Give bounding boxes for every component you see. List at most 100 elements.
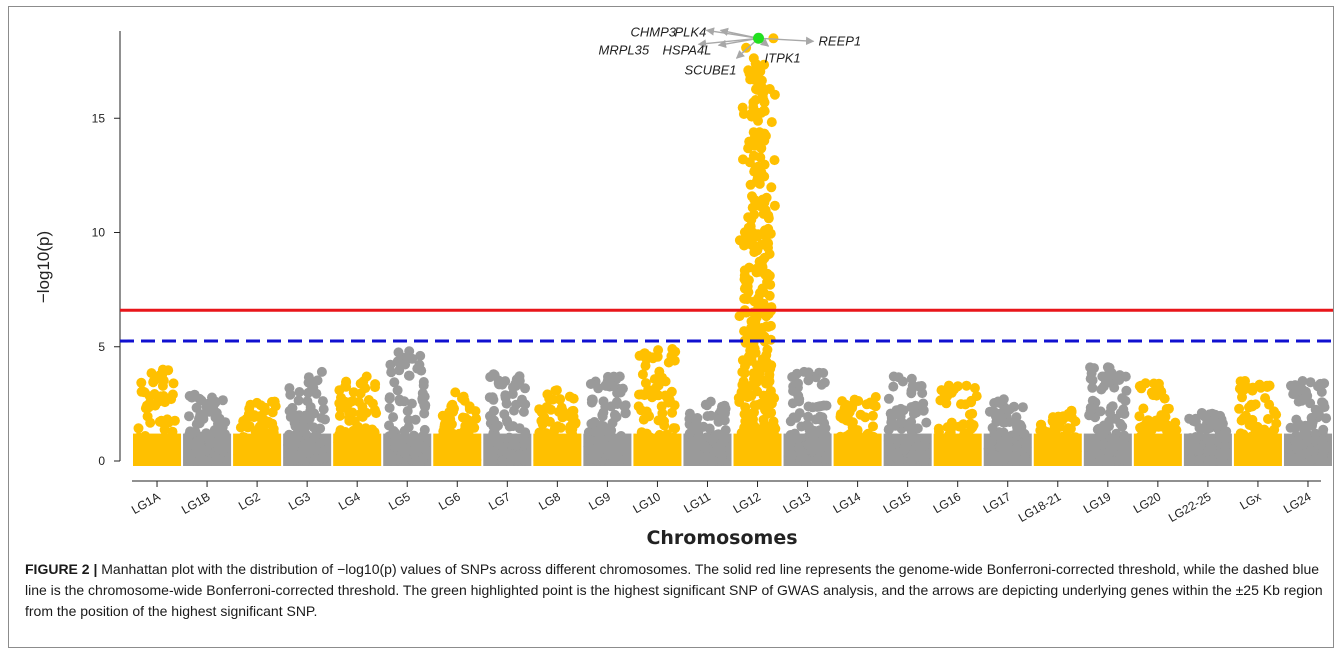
- chromosome-LG19: [1083, 362, 1132, 466]
- snp-point: [136, 386, 147, 397]
- snp-point: [287, 435, 298, 446]
- snp-point: [571, 455, 581, 466]
- snp-point: [686, 455, 697, 466]
- snp-point: [684, 444, 695, 455]
- snp-point: [403, 370, 414, 381]
- manhattan-plot: LG1A LG1B LG2 LG3 LG4 LG5 LG6 LG7 LG8 LG9 LG10 LG11…: [34, 24, 1333, 547]
- snp-point: [890, 409, 901, 420]
- chromosome-LG24: [1283, 376, 1332, 466]
- snp-point: [737, 102, 748, 113]
- snp-point: [142, 411, 153, 422]
- snp-point: [946, 417, 957, 428]
- snp-point: [246, 447, 257, 458]
- snp-point: [870, 401, 881, 412]
- snp-point: [597, 411, 608, 422]
- snp-point: [203, 456, 214, 466]
- snp-point: [1138, 403, 1149, 414]
- snp-point: [668, 446, 679, 457]
- snp-point: [1293, 396, 1304, 407]
- snp-point: [803, 367, 814, 378]
- snp-point: [136, 377, 147, 388]
- snp-point: [1036, 455, 1047, 466]
- chromosome-LG22-25: [1183, 408, 1232, 466]
- snp-point: [517, 394, 527, 405]
- snp-point: [1271, 455, 1282, 466]
- figure-caption: FIGURE 2 | Manhattan plot with the distr…: [25, 559, 1335, 622]
- snp-point: [769, 155, 780, 166]
- chromosome-LG16: [933, 380, 982, 466]
- snp-point: [1305, 455, 1315, 466]
- snp-point: [971, 391, 982, 402]
- snp-point: [317, 396, 328, 407]
- snp-point: [1247, 445, 1258, 456]
- snp-point: [497, 455, 508, 466]
- snp-point: [664, 438, 675, 449]
- snp-point: [818, 400, 829, 411]
- snp-point: [1235, 376, 1246, 387]
- snp-point: [754, 367, 765, 378]
- snp-points: [133, 33, 1332, 466]
- snp-point: [493, 420, 503, 431]
- snp-point: [737, 367, 748, 377]
- chromosome-LG7: [483, 369, 532, 466]
- snp-point: [700, 399, 711, 410]
- snp-point: [492, 438, 503, 449]
- snp-point: [670, 423, 681, 434]
- snp-point: [344, 415, 355, 426]
- snp-point: [1247, 401, 1258, 412]
- snp-point: [653, 380, 664, 391]
- snp-point: [1008, 454, 1019, 465]
- snp-point: [1121, 385, 1132, 396]
- snp-point: [652, 443, 663, 453]
- snp-point: [385, 359, 396, 370]
- snp-point: [586, 394, 597, 405]
- chromosome-LG3: [283, 366, 332, 466]
- gene-label: PLK4: [675, 24, 707, 39]
- y-tick-label: 15: [92, 111, 106, 125]
- snp-point: [933, 423, 944, 434]
- snp-point: [288, 442, 299, 453]
- snp-point: [201, 431, 212, 442]
- snp-point: [749, 139, 760, 150]
- snp-point: [1263, 435, 1274, 446]
- snp-point: [237, 434, 248, 445]
- snp-point: [148, 377, 159, 388]
- snp-point: [1216, 455, 1227, 466]
- snp-point: [461, 434, 472, 445]
- snp-point: [1313, 408, 1324, 419]
- snp-point: [1210, 409, 1221, 420]
- y-tick-label: 10: [92, 226, 106, 240]
- snp-point: [852, 430, 863, 440]
- x-tick-label: LG3: [286, 489, 313, 513]
- snp-point: [448, 428, 459, 439]
- snp-point: [940, 447, 951, 458]
- snp-point: [802, 419, 813, 430]
- snp-point: [1252, 456, 1263, 466]
- snp-point: [567, 428, 578, 439]
- snp-point: [218, 418, 229, 429]
- snp-point: [259, 402, 270, 413]
- snp-point: [1212, 421, 1223, 432]
- chromosome-LG5: [383, 346, 432, 466]
- x-tick-label: LG1A: [129, 489, 163, 516]
- snp-point: [749, 296, 760, 307]
- snp-point: [489, 405, 499, 416]
- snp-point: [609, 409, 620, 420]
- snp-point: [616, 431, 627, 441]
- snp-point: [749, 194, 760, 205]
- snp-point: [536, 405, 547, 416]
- snp-point: [803, 440, 814, 450]
- snp-point: [659, 420, 670, 431]
- snp-point: [420, 444, 431, 455]
- snp-point: [170, 438, 181, 448]
- snp-point: [958, 419, 969, 430]
- x-tick-label: LG24: [1281, 489, 1314, 516]
- chromosome-LG8: [533, 385, 582, 466]
- gene-label: CHMP3: [631, 24, 677, 39]
- snp-point: [211, 407, 222, 418]
- snp-point: [1003, 435, 1014, 446]
- snp-point: [268, 453, 279, 464]
- gene-label: REEP1: [819, 33, 862, 48]
- snp-point: [1247, 382, 1258, 393]
- x-tick-label: LG15: [881, 489, 914, 516]
